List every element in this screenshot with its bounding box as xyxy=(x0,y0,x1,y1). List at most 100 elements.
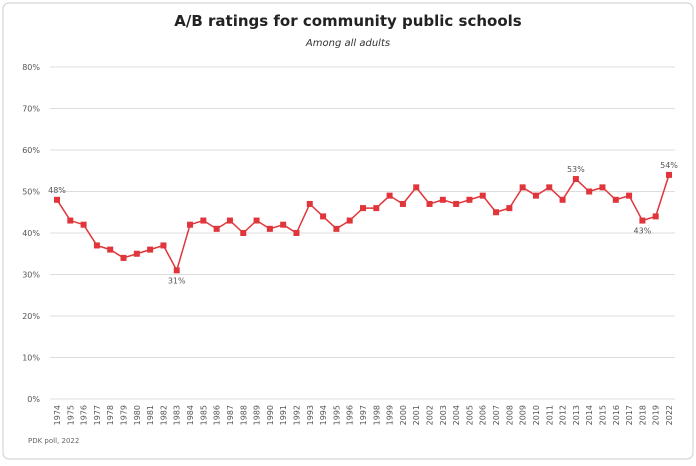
x-tick-label: 1991 xyxy=(279,405,288,425)
data-point xyxy=(599,184,606,191)
y-tick-label: 0% xyxy=(27,395,40,404)
x-tick-label: 2004 xyxy=(452,405,461,425)
data-point xyxy=(133,250,140,257)
y-tick-label: 60% xyxy=(22,146,40,155)
data-point xyxy=(54,196,60,203)
y-tick-label: 80% xyxy=(22,63,40,72)
x-tick-label: 2009 xyxy=(519,405,528,425)
x-tick-label: 2012 xyxy=(559,405,568,425)
x-tick-label: 1988 xyxy=(239,405,248,425)
data-point xyxy=(226,217,233,224)
data-point xyxy=(532,192,539,199)
data-point xyxy=(386,192,393,199)
y-tick-label: 50% xyxy=(22,188,40,197)
x-tick-label: 2013 xyxy=(572,405,581,425)
frame xyxy=(2,2,694,460)
data-point xyxy=(506,205,513,212)
value-label: 54% xyxy=(660,161,678,170)
data-point xyxy=(173,267,180,274)
data-point xyxy=(612,196,619,203)
data-point xyxy=(426,200,433,207)
data-point xyxy=(639,217,646,224)
x-tick-label: 1980 xyxy=(133,405,142,425)
x-tick-label: 1976 xyxy=(80,405,89,425)
data-point xyxy=(572,176,579,183)
data-point xyxy=(67,217,74,224)
x-tick-label: 1977 xyxy=(93,405,102,425)
y-tick-label: 40% xyxy=(22,229,40,238)
data-point xyxy=(493,209,500,216)
chart-title: A/B ratings for community public schools xyxy=(174,12,522,30)
data-point xyxy=(187,221,194,228)
x-tick-label: 2019 xyxy=(652,405,661,425)
y-tick-label: 70% xyxy=(22,105,40,114)
data-point xyxy=(80,221,87,228)
x-tick-label: 1985 xyxy=(199,405,208,425)
x-tick-label: 2022 xyxy=(665,405,674,425)
x-tick-label: 1993 xyxy=(306,405,315,425)
data-point xyxy=(107,246,114,253)
x-tick-label: 2006 xyxy=(479,405,488,425)
chart-subtitle: Among all adults xyxy=(305,38,390,49)
data-point xyxy=(652,213,659,220)
data-point xyxy=(160,242,167,249)
x-tick-label: 2000 xyxy=(399,405,408,425)
data-point xyxy=(453,200,460,207)
y-tick-label: 10% xyxy=(22,354,40,363)
data-point xyxy=(213,225,220,232)
data-point xyxy=(147,246,154,253)
x-tick-label: 1975 xyxy=(66,405,75,425)
x-tick-label: 1992 xyxy=(292,405,301,425)
data-point xyxy=(253,217,260,224)
y-tick-label: 20% xyxy=(22,312,40,321)
data-point xyxy=(626,192,633,199)
data-point xyxy=(280,221,287,228)
x-tick-label: 1981 xyxy=(146,405,155,425)
data-point xyxy=(240,230,247,236)
x-tick-label: 2011 xyxy=(545,405,554,425)
data-point xyxy=(200,217,207,224)
x-tick-label: 1982 xyxy=(159,405,168,425)
data-point xyxy=(413,184,420,191)
x-tick-label: 1997 xyxy=(359,405,368,425)
data-point xyxy=(360,205,366,212)
x-tick-label: 1994 xyxy=(319,405,328,425)
data-point xyxy=(559,196,566,203)
value-label: 31% xyxy=(168,276,186,285)
x-tick-label: 1974 xyxy=(53,405,62,425)
x-tick-label: 1984 xyxy=(186,405,195,425)
data-point xyxy=(266,225,273,232)
x-tick-label: 1995 xyxy=(332,405,341,425)
x-tick-label: 1983 xyxy=(173,405,182,425)
x-tick-label: 1990 xyxy=(266,405,275,425)
data-point xyxy=(306,200,313,207)
value-label: 43% xyxy=(634,227,652,236)
x-tick-label: 1987 xyxy=(226,405,235,425)
x-tick-label: 2017 xyxy=(625,405,634,425)
x-tick-label: 1989 xyxy=(253,405,262,425)
x-tick-label: 1979 xyxy=(120,405,129,425)
source: PDK poll, 2022 xyxy=(28,437,79,445)
data-point xyxy=(666,171,672,178)
data-point xyxy=(546,184,553,191)
data-point xyxy=(333,225,340,232)
value-label: 48% xyxy=(48,186,66,195)
x-tick-label: 2014 xyxy=(585,405,594,425)
x-tick-label: 1999 xyxy=(386,405,395,425)
data-point xyxy=(373,205,380,212)
value-label: 53% xyxy=(567,165,585,174)
x-tick-label: 2018 xyxy=(638,405,647,425)
x-tick-label: 1998 xyxy=(372,405,381,425)
data-point xyxy=(293,230,300,236)
data-point xyxy=(479,192,486,199)
data-point xyxy=(399,200,406,207)
x-tick-label: 2003 xyxy=(439,405,448,425)
y-tick-label: 30% xyxy=(22,271,40,280)
x-tick-label: 2005 xyxy=(465,405,474,425)
data-point xyxy=(93,242,100,249)
data-point xyxy=(519,184,526,191)
x-tick-label: 2015 xyxy=(598,405,607,425)
data-point xyxy=(439,196,446,203)
